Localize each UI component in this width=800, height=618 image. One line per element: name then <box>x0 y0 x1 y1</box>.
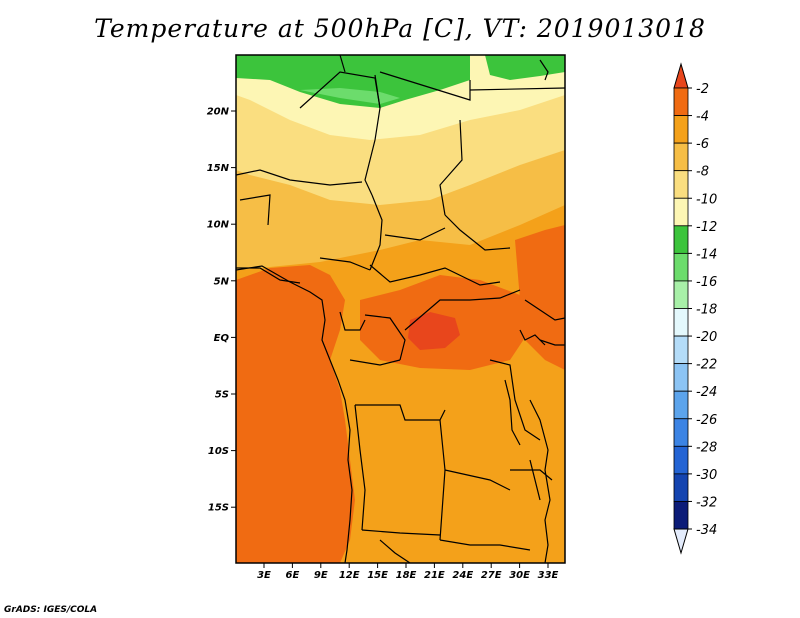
lake-victoria <box>519 329 546 346</box>
colorbar-label: -8 <box>696 165 709 180</box>
colorbar-cell <box>673 115 689 144</box>
lat-tick-label: 20N <box>207 107 230 118</box>
colorbar-label: -16 <box>696 275 717 290</box>
lon-tick-label: 12E <box>339 570 360 581</box>
lon-tick-label: 33E <box>538 570 559 581</box>
lat-tick-label: 10S <box>208 446 229 457</box>
colorbar-label: -30 <box>696 468 717 483</box>
colorbar-cell <box>673 252 689 282</box>
colorbar-label: -4 <box>696 110 709 125</box>
lat-tick-label: 15N <box>207 163 230 174</box>
lon-tick-label: 3E <box>257 570 271 581</box>
colorbar-label: -20 <box>696 330 717 345</box>
colorbar-cell <box>673 501 689 530</box>
map-title: Temperature at 500hPa [C], VT: 201901301… <box>94 14 706 43</box>
colorbar-cell <box>673 87 689 116</box>
colorbar-label: -22 <box>696 358 717 373</box>
longitude-axis: 3E 6E 9E 12E 15E 18E 21E 24E 27E 30E 33E <box>257 563 559 581</box>
field-lightgreen <box>300 88 400 104</box>
colorbar-label: -14 <box>696 247 717 262</box>
coastline <box>236 59 551 563</box>
lakes <box>504 329 546 501</box>
colorbar-cell <box>673 390 689 420</box>
colorbar-cell <box>673 142 689 172</box>
field-hot-spot <box>408 312 460 350</box>
colorbar-label: -2 <box>696 82 709 97</box>
colorbar-cell <box>673 418 689 447</box>
lat-tick-label: EQ <box>214 333 230 344</box>
colorbar: -2 -4 -6 -8 -10 -12 -14 -16 -18 -20 -22 -24 -26 -28 -3… <box>673 62 717 555</box>
colorbar-cell <box>673 280 689 309</box>
colorbar-top-arrow <box>673 62 689 89</box>
lon-tick-label: 6E <box>286 570 300 581</box>
colorbar-label: -32 <box>696 495 717 510</box>
lake-tanganyika <box>504 379 521 446</box>
colorbar-cell <box>673 170 689 199</box>
lon-tick-label: 15E <box>367 570 388 581</box>
lon-tick-label: 18E <box>396 570 417 581</box>
colorbar-cell <box>673 308 689 337</box>
colorbar-label: -28 <box>696 440 717 455</box>
colorbar-bottom-arrow <box>673 528 689 555</box>
colorbar-label: -12 <box>696 220 717 235</box>
colorbar-cell <box>673 225 689 254</box>
colorbar-label: -26 <box>696 413 717 428</box>
lon-tick-label: 9E <box>314 570 328 581</box>
lon-tick-label: 21E <box>424 570 445 581</box>
field-green-northeast <box>485 55 565 80</box>
colorbar-label: -18 <box>696 303 717 318</box>
colorbar-label: -6 <box>696 137 709 152</box>
lat-tick-label: 10N <box>207 220 230 231</box>
lat-tick-label: 5N <box>214 276 230 287</box>
lon-tick-label: 27E <box>481 570 502 581</box>
colorbar-label: -34 <box>696 523 717 538</box>
lon-tick-label: 24E <box>452 570 473 581</box>
credit-label: GrADS: IGES/COLA <box>4 605 98 615</box>
lake-malawi <box>529 459 541 501</box>
colorbar-cell <box>673 197 689 227</box>
colorbar-cell <box>673 363 689 392</box>
colorbar-label: -10 <box>696 192 717 207</box>
field-green-north <box>236 55 470 108</box>
lon-tick-label: 30E <box>509 570 530 581</box>
latitude-axis: 20N 15N 10N 5N EQ 5S 10S 15S <box>207 107 236 514</box>
colorbar-cell <box>673 445 689 475</box>
field-east-warm <box>515 225 565 370</box>
colorbar-cell <box>673 335 689 365</box>
colorbar-cell <box>673 473 689 502</box>
colorbar-label: -24 <box>696 385 717 400</box>
map-frame <box>235 54 566 564</box>
lat-tick-label: 5S <box>215 390 229 401</box>
field-west-warm <box>236 265 355 563</box>
lat-tick-label: 15S <box>208 503 229 514</box>
country-borders <box>236 55 565 563</box>
temperature-field <box>236 55 565 563</box>
